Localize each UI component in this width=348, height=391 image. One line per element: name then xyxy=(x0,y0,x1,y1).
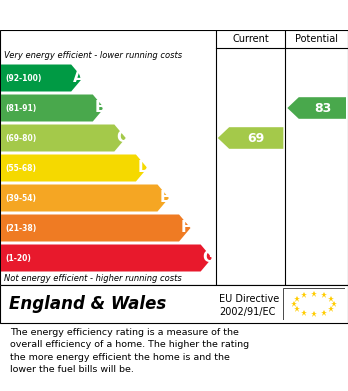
Text: (55-68): (55-68) xyxy=(5,163,36,172)
Text: (1-20): (1-20) xyxy=(5,253,31,262)
Text: C: C xyxy=(116,131,127,145)
Text: England & Wales: England & Wales xyxy=(9,295,166,313)
Text: E: E xyxy=(159,190,170,206)
Text: (69-80): (69-80) xyxy=(5,133,36,142)
Polygon shape xyxy=(1,185,169,212)
Polygon shape xyxy=(218,127,283,149)
Text: 83: 83 xyxy=(314,102,331,115)
Text: (21-38): (21-38) xyxy=(5,224,36,233)
Polygon shape xyxy=(1,95,104,122)
Polygon shape xyxy=(1,154,147,181)
Text: A: A xyxy=(73,70,85,86)
Text: B: B xyxy=(95,100,106,115)
Polygon shape xyxy=(287,97,346,119)
Text: 69: 69 xyxy=(248,131,265,145)
Text: Potential: Potential xyxy=(295,34,338,44)
Text: The energy efficiency rating is a measure of the
overall efficiency of a home. T: The energy efficiency rating is a measur… xyxy=(10,328,250,374)
Text: (81-91): (81-91) xyxy=(5,104,36,113)
Text: 2002/91/EC: 2002/91/EC xyxy=(219,307,276,317)
Text: F: F xyxy=(181,221,191,235)
Text: Energy Efficiency Rating: Energy Efficiency Rating xyxy=(7,7,209,23)
Text: Current: Current xyxy=(232,34,269,44)
Text: Very energy efficient - lower running costs: Very energy efficient - lower running co… xyxy=(4,51,182,60)
Polygon shape xyxy=(1,65,82,91)
Text: G: G xyxy=(203,251,215,265)
Polygon shape xyxy=(1,244,212,271)
Text: (39-54): (39-54) xyxy=(5,194,36,203)
Text: (92-100): (92-100) xyxy=(5,74,41,83)
Text: Not energy efficient - higher running costs: Not energy efficient - higher running co… xyxy=(4,274,182,283)
Text: D: D xyxy=(138,160,151,176)
Text: EU Directive: EU Directive xyxy=(219,294,279,305)
Polygon shape xyxy=(1,215,190,242)
Polygon shape xyxy=(1,124,126,151)
